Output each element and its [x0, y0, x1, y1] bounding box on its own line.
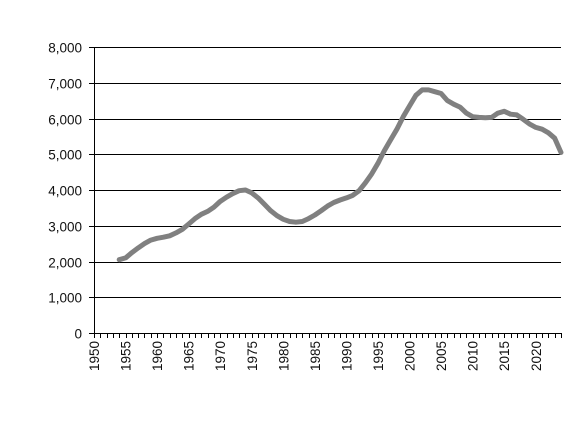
y-tick-label: 8,000 — [48, 41, 82, 56]
x-tick-label: 1990 — [339, 341, 354, 371]
x-tick-label: 1985 — [308, 341, 323, 371]
y-tick-label: 0 — [74, 327, 82, 342]
gridlines — [94, 47, 561, 298]
x-tick-label: 1955 — [119, 341, 134, 371]
x-tick-label: 1965 — [182, 341, 197, 371]
x-tick-label: 2015 — [497, 341, 512, 371]
x-tick-label: 1970 — [213, 341, 228, 371]
x-tick-label: 2000 — [403, 341, 418, 371]
y-tick-label: 6,000 — [48, 113, 82, 128]
x-tick-label: 2010 — [466, 341, 481, 371]
x-tick-label: 1995 — [371, 341, 386, 371]
x-tick-label: 2020 — [529, 341, 544, 371]
y-tick-label: 1,000 — [48, 291, 82, 306]
y-tick-label: 3,000 — [48, 220, 82, 235]
axes — [89, 47, 562, 338]
x-tick-label: 1960 — [150, 341, 165, 371]
series — [116, 87, 564, 263]
x-tick-labels: 1950 1955 1960 1965 1970 1975 1980 1985 1990 1995… — [87, 341, 544, 371]
y-tick-labels: 0 1,000 2,000 3,000 4,000 5,000 6,000 7,000 8,00… — [48, 41, 82, 342]
y-tick-label: 2,000 — [48, 256, 82, 271]
x-tick-label: 1980 — [276, 341, 291, 371]
x-tick-label: 2005 — [434, 341, 449, 371]
y-tick-label: 4,000 — [48, 184, 82, 199]
x-tick-label: 1950 — [87, 341, 102, 371]
x-tick-label: 1975 — [245, 341, 260, 371]
y-tick-label: 5,000 — [48, 148, 82, 163]
series-line-0 — [116, 87, 564, 263]
y-tick-label: 7,000 — [48, 77, 82, 92]
